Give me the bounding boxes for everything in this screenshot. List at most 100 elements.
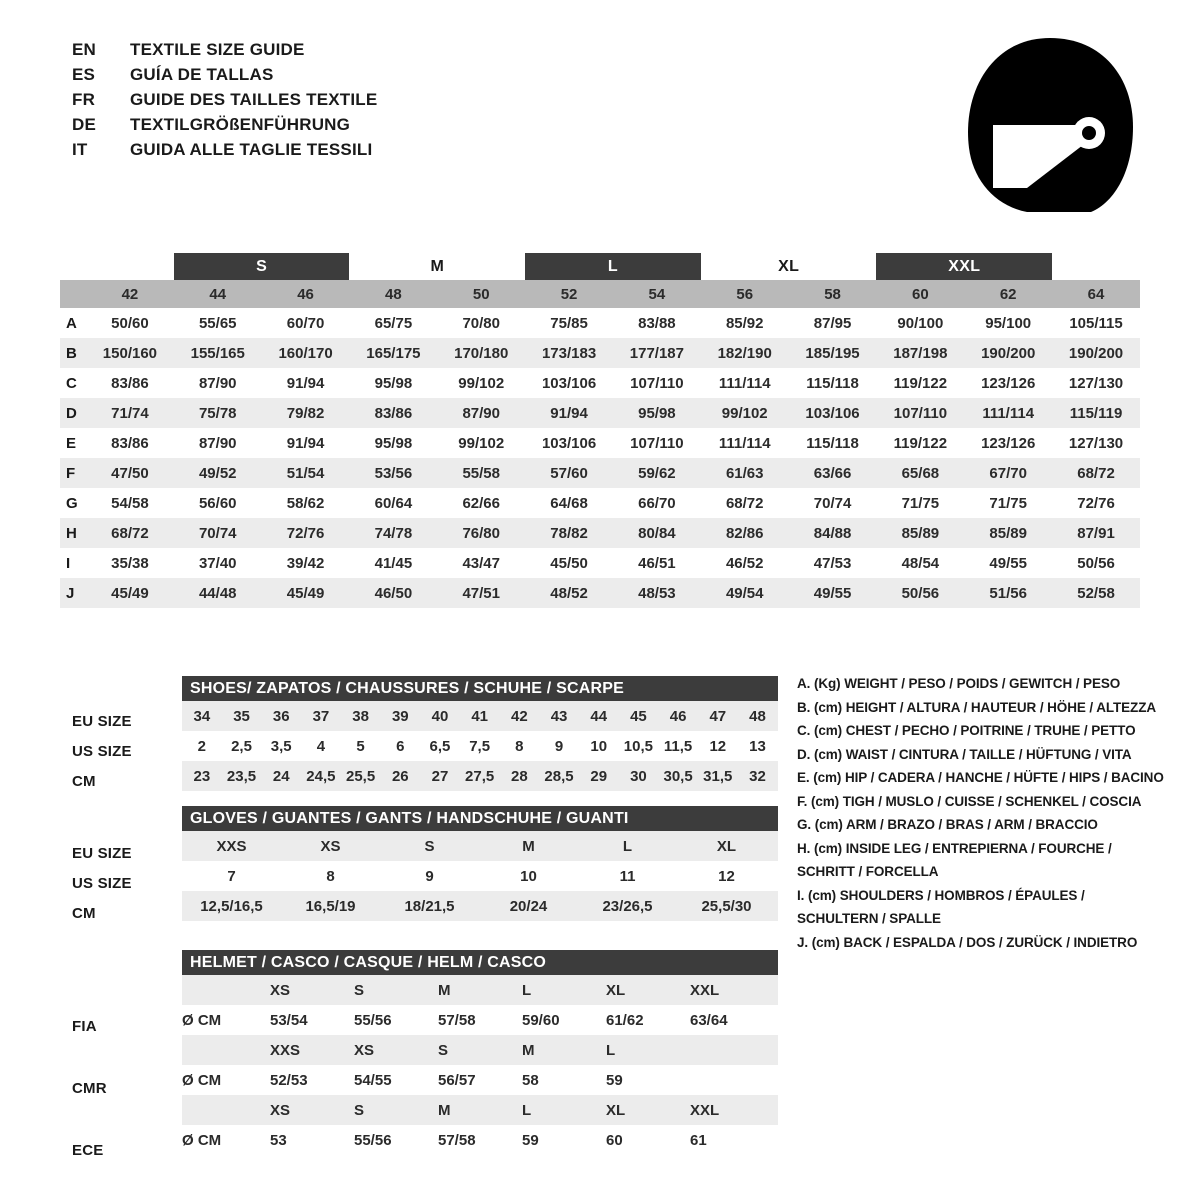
table-cell: 99/102	[458, 434, 505, 452]
size-row-spacer	[60, 280, 86, 308]
helmet-size-label: XS	[354, 1041, 375, 1059]
row-label: G	[66, 494, 78, 512]
table-cell: 60/64	[374, 494, 413, 512]
table-row: 12,5/16,5 16,5/19 18/21,5 20/24 23/26,5 25,5/…	[182, 891, 778, 921]
table-cell: 55/58	[462, 464, 500, 482]
table-row: G 54/58 56/60 58/62 60/64 62/66 64/68 66/70 68/7…	[60, 488, 1140, 518]
table-cell: 83/86	[111, 374, 149, 392]
table-cell: M	[522, 837, 535, 855]
table-row: B 150/160 155/165 160/170 165/175 170/180 173/…	[60, 338, 1140, 368]
table-cell: 85/92	[725, 314, 764, 332]
table-cell: 91/94	[550, 404, 588, 422]
table-cell: 85/89	[901, 524, 940, 542]
table-cell: 3,5	[270, 737, 292, 755]
table-cell: 67/70	[989, 464, 1027, 482]
table-cell: S	[424, 837, 435, 855]
table-cell: 48/52	[550, 584, 588, 602]
table-row: H 68/72 70/74 72/76 74/78 76/80 78/82 80/84 82/8…	[60, 518, 1140, 548]
table-cell: 41/45	[374, 554, 413, 572]
table-cell: 111/114	[982, 404, 1035, 422]
helmet-size-label: S	[438, 1041, 449, 1059]
table-cell: 83/86	[111, 434, 149, 452]
table-cell: 44/48	[198, 584, 237, 602]
table-cell: 60	[606, 1131, 623, 1149]
title-line: EN TEXTILE SIZE GUIDE	[72, 40, 377, 65]
table-cell: 177/187	[629, 344, 684, 362]
row-label: C	[66, 374, 77, 392]
table-row: Ø CM 53 55/56 57/58 59 60 61	[182, 1125, 778, 1155]
table-cell: 45/49	[111, 584, 149, 602]
table-cell: 103/106	[541, 434, 597, 452]
legend-line: B. (cm) HEIGHT / ALTURA / HAUTEUR / HÖHE…	[797, 699, 1156, 715]
table-cell: 39/42	[286, 554, 325, 572]
table-cell: 46/50	[374, 584, 413, 602]
table-row: Ø CM 52/53 54/55 56/57 58 59	[182, 1065, 778, 1095]
table-cell: 56/57	[438, 1071, 476, 1089]
title-text: TEXTILE SIZE GUIDE	[130, 40, 305, 59]
table-cell: 47/50	[111, 464, 149, 482]
legend-line: G. (cm) ARM / BRAZO / BRAS / ARM / BRACC…	[797, 817, 1098, 832]
table-cell: 25,5	[345, 767, 376, 785]
table-cell: 8	[326, 867, 335, 885]
table-cell: 28	[511, 767, 528, 785]
table-cell: 62/66	[462, 494, 500, 512]
table-row: D 71/74 75/78 79/82 83/86 87/90 91/94 95/98 99/1…	[60, 398, 1140, 428]
table-cell: 90/100	[897, 314, 944, 332]
table-cell: 127/130	[1068, 374, 1124, 392]
table-cell: 165/175	[366, 344, 421, 362]
table-cell: 64/68	[550, 494, 588, 512]
table-cell: 38	[352, 707, 369, 725]
table-cell: 50/56	[1077, 554, 1115, 572]
table-cell: 87/95	[813, 314, 852, 332]
table-cell: 32	[749, 767, 766, 785]
helmet-standard-label: FIA	[72, 1018, 97, 1035]
table-cell: 91/94	[286, 434, 325, 452]
table-cell: 99/102	[721, 404, 768, 422]
table-cell: 46/52	[725, 554, 764, 572]
table-cell: 65/75	[374, 314, 413, 332]
size-number: 44	[209, 285, 227, 303]
table-cell: 123/126	[981, 374, 1036, 392]
size-number: 64	[1087, 285, 1105, 303]
table-cell: 95/98	[374, 434, 413, 452]
table-cell: 119/122	[893, 434, 948, 452]
helmet-size-label: M	[522, 1041, 535, 1059]
table-cell: 16,5/19	[305, 897, 356, 915]
helmet-size-label: XS	[270, 1101, 291, 1119]
title-line: IT GUIDA ALLE TAGLIE TESSILI	[72, 140, 377, 165]
table-cell: 57/58	[438, 1131, 476, 1149]
row-label: H	[66, 524, 77, 542]
table-cell: 111/114	[718, 374, 771, 392]
size-number: 52	[560, 285, 578, 303]
title-language-code: FR	[72, 90, 96, 109]
table-cell: 12,5/16,5	[200, 897, 263, 915]
table-cell: 28,5	[544, 767, 574, 785]
table-cell: 71/75	[989, 494, 1027, 512]
table-cell: 30,5	[663, 767, 693, 785]
table-cell: 74/78	[374, 524, 413, 542]
table-cell: 13	[749, 737, 766, 755]
legend-line: H. (cm) INSIDE LEG / ENTREPIERNA / FOURC…	[797, 840, 1112, 856]
measurement-legend: A. (Kg) WEIGHT / PESO / POIDS / GEWITCH …	[797, 672, 1177, 954]
table-row: I 35/38 37/40 39/42 41/45 43/47 45/50 46/51 46/5…	[60, 548, 1140, 578]
row-label: A	[66, 314, 77, 332]
table-cell: 53	[270, 1131, 287, 1149]
table-cell: 7	[227, 867, 236, 885]
table-cell: 56/60	[198, 494, 237, 512]
title-language-code: IT	[72, 140, 88, 159]
helmet-size-label: XL	[606, 1101, 626, 1119]
helmet-standard-label: ECE	[72, 1142, 104, 1159]
table-cell: 29	[590, 767, 608, 785]
table-cell: 84/88	[813, 524, 852, 542]
size-number: 42	[121, 285, 139, 303]
table-cell: 63/66	[813, 464, 852, 482]
row-label: CM	[72, 773, 96, 790]
table-cell: 85/89	[989, 524, 1027, 542]
table-cell: 50/56	[901, 584, 940, 602]
size-number: 56	[736, 285, 754, 303]
table-cell: 59/62	[638, 464, 676, 482]
table-cell: 2	[197, 737, 207, 755]
table-cell: 6	[396, 737, 405, 755]
table-cell: 91/94	[286, 374, 325, 392]
table-cell: 52/53	[270, 1071, 308, 1089]
